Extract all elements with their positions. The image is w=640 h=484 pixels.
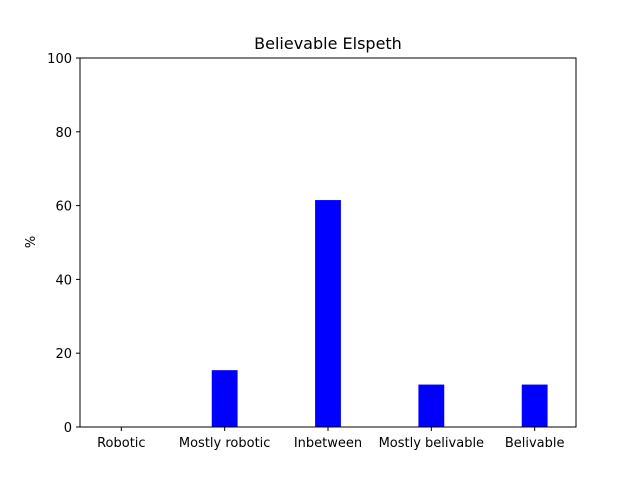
y-tick-label: 100 (47, 52, 72, 67)
bar-mostly-robotic (211, 370, 238, 427)
y-axis: 0 20 40 60 80 100 (47, 52, 80, 436)
y-tick-label: 80 (55, 126, 72, 141)
bar-belivable (521, 384, 548, 427)
y-tick-label: 60 (55, 200, 72, 215)
y-tick-label: 0 (64, 421, 72, 436)
chart-title: Believable Elspeth (254, 34, 402, 53)
x-tick-label: Belivable (505, 436, 565, 451)
x-tick-label: Inbetween (294, 436, 362, 451)
bars-layer (211, 200, 548, 427)
y-tick-label: 40 (55, 273, 72, 288)
y-axis-label: % (24, 236, 39, 248)
plot-frame (79, 57, 577, 428)
y-tick-label: 20 (55, 347, 72, 362)
x-axis: Robotic Mostly robotic Inbetween Mostly bel… (97, 427, 565, 451)
x-tick-label: Robotic (97, 436, 145, 451)
bar-inbetween (315, 200, 341, 427)
bar-mostly-belivable (418, 384, 445, 427)
x-tick-label: Mostly robotic (179, 436, 271, 451)
x-tick-label: Mostly belivable (379, 436, 484, 451)
